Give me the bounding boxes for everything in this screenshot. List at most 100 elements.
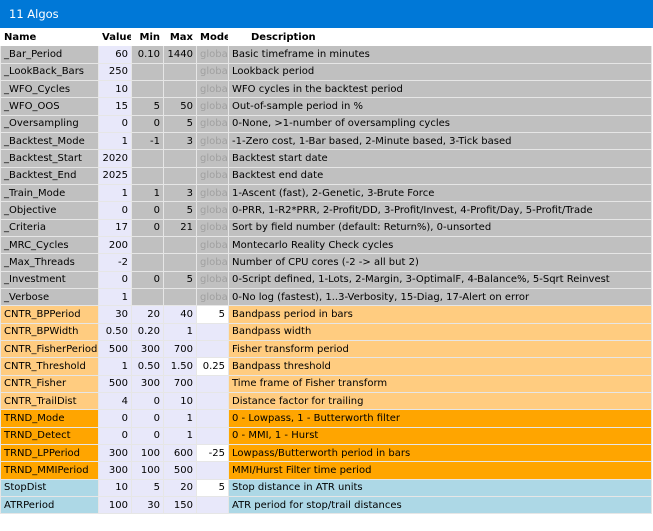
row-min[interactable]: 20 xyxy=(131,305,164,324)
table-row[interactable]: TRND_LPPeriod 300 100 600 -25 Lowpass/Butterw… xyxy=(0,443,652,463)
row-value[interactable]: 0 xyxy=(98,409,132,428)
table-row[interactable]: _Oversampling 0 0 5 global 0-None, >1-number … xyxy=(0,114,652,133)
row-max[interactable]: 1.50 xyxy=(163,357,197,376)
row-mode[interactable]: global xyxy=(196,270,229,289)
row-mode[interactable]: global xyxy=(196,45,229,64)
row-mode[interactable] xyxy=(196,409,229,428)
row-max[interactable]: 1 xyxy=(163,322,197,341)
table-row[interactable]: _Verbose 1 global 0-No log (fastest), 1..3-… xyxy=(0,287,652,307)
row-min[interactable]: 300 xyxy=(131,374,164,393)
header-value[interactable]: Value xyxy=(98,27,132,47)
table-row[interactable]: StopDist 10 5 20 5 Stop distance in ATR units xyxy=(0,478,652,497)
table-row[interactable]: TRND_Detect 0 0 1 0 - MMI, 1 - Hurst xyxy=(0,426,652,445)
row-max[interactable]: 5 xyxy=(163,114,197,133)
row-min[interactable]: 0.20 xyxy=(131,322,164,341)
row-mode[interactable]: global xyxy=(196,97,229,116)
row-max[interactable]: 3 xyxy=(163,131,197,151)
row-min[interactable]: 100 xyxy=(131,443,164,463)
row-value[interactable]: 15 xyxy=(98,97,132,116)
table-row[interactable]: CNTR_TrailDist 4 0 10 Distance factor for tr… xyxy=(0,391,652,411)
row-value[interactable]: 0 xyxy=(98,201,132,220)
row-max[interactable] xyxy=(163,79,197,99)
row-min[interactable] xyxy=(131,235,164,255)
row-min[interactable] xyxy=(131,62,164,81)
row-min[interactable] xyxy=(131,166,164,185)
header-mode[interactable]: Mode xyxy=(196,27,229,47)
row-value[interactable]: 100 xyxy=(98,495,132,515)
row-mode[interactable]: global xyxy=(196,218,229,237)
row-max[interactable]: 700 xyxy=(163,339,197,359)
row-value[interactable]: 500 xyxy=(98,374,132,393)
row-max[interactable] xyxy=(163,62,197,81)
row-min[interactable] xyxy=(131,287,164,307)
header-min[interactable]: Min xyxy=(131,27,164,47)
row-min[interactable] xyxy=(131,79,164,99)
table-row[interactable]: TRND_MMIPeriod 300 100 500 MMI/Hurst Filter … xyxy=(0,461,652,480)
row-max[interactable]: 700 xyxy=(163,374,197,393)
row-value[interactable]: 300 xyxy=(98,443,132,463)
header-max[interactable]: Max xyxy=(163,27,197,47)
table-row[interactable]: _Investment 0 0 5 global 0-Script defined, 1-… xyxy=(0,270,652,289)
row-min[interactable]: 0.10 xyxy=(131,45,164,64)
row-max[interactable] xyxy=(163,253,197,272)
table-row[interactable]: _Objective 0 0 5 global 0-PRR, 1-R2*PRR, 2-Pr… xyxy=(0,201,652,220)
row-max[interactable] xyxy=(163,287,197,307)
row-min[interactable]: -1 xyxy=(131,131,164,151)
row-min[interactable]: 0 xyxy=(131,114,164,133)
row-min[interactable]: 0 xyxy=(131,270,164,289)
row-min[interactable]: 1 xyxy=(131,183,164,203)
row-max[interactable] xyxy=(163,149,197,168)
row-max[interactable]: 600 xyxy=(163,443,197,463)
row-mode[interactable] xyxy=(196,391,229,411)
row-mode[interactable]: global xyxy=(196,253,229,272)
row-min[interactable]: 0 xyxy=(131,409,164,428)
row-mode[interactable] xyxy=(196,339,229,359)
row-max[interactable]: 1440 xyxy=(163,45,197,64)
table-row[interactable]: _Backtest_Start 2020 global Backtest start … xyxy=(0,149,652,168)
row-value[interactable]: 0 xyxy=(98,426,132,445)
row-value[interactable]: 10 xyxy=(98,478,132,497)
table-row[interactable]: CNTR_FisherPeriod 500 300 700 Fisher transfo… xyxy=(0,339,652,359)
table-row[interactable]: TRND_Mode 0 0 1 0 - Lowpass, 1 - Butterworth… xyxy=(0,409,652,428)
row-value[interactable]: 2020 xyxy=(98,149,132,168)
table-row[interactable]: CNTR_BPWidth 0.50 0.20 1 Bandpass width xyxy=(0,322,652,341)
row-min[interactable]: 30 xyxy=(131,495,164,515)
row-max[interactable]: 10 xyxy=(163,391,197,411)
row-value[interactable]: 0 xyxy=(98,270,132,289)
table-row[interactable]: _Criteria 17 0 21 global Sort by field number… xyxy=(0,218,652,237)
row-mode[interactable]: global xyxy=(196,131,229,151)
row-min[interactable]: 0 xyxy=(131,426,164,445)
row-min[interactable]: 5 xyxy=(131,97,164,116)
table-row[interactable]: CNTR_BPPeriod 30 20 40 5 Bandpass period in b… xyxy=(0,305,652,324)
row-mode[interactable] xyxy=(196,374,229,393)
row-mode[interactable]: global xyxy=(196,287,229,307)
row-value[interactable]: 10 xyxy=(98,79,132,99)
table-row[interactable]: _MRC_Cycles 200 global Montecarlo Reality C… xyxy=(0,235,652,255)
row-mode[interactable] xyxy=(196,426,229,445)
table-row[interactable]: _Backtest_Mode 1 -1 3 global -1-Zero cost, 1-… xyxy=(0,131,652,151)
row-max[interactable]: 50 xyxy=(163,97,197,116)
row-max[interactable]: 5 xyxy=(163,270,197,289)
row-value[interactable]: 1 xyxy=(98,357,132,376)
row-mode[interactable] xyxy=(196,322,229,341)
row-max[interactable] xyxy=(163,166,197,185)
row-mode[interactable]: global xyxy=(196,62,229,81)
row-mode[interactable]: global xyxy=(196,79,229,99)
row-mode[interactable]: 5 xyxy=(196,305,229,324)
row-mode[interactable]: 5 xyxy=(196,478,229,497)
row-max[interactable]: 20 xyxy=(163,478,197,497)
row-min[interactable] xyxy=(131,253,164,272)
row-value[interactable]: 2025 xyxy=(98,166,132,185)
table-row[interactable]: _Train_Mode 1 1 3 global 1-Ascent (fast), 2-G… xyxy=(0,183,652,203)
row-mode[interactable]: global xyxy=(196,149,229,168)
row-value[interactable]: 60 xyxy=(98,45,132,64)
table-row[interactable]: _Bar_Period 60 0.10 1440 global Basic timefra… xyxy=(0,45,652,64)
table-row[interactable]: ATRPeriod 100 30 150 ATR period for stop/tra… xyxy=(0,495,652,515)
row-value[interactable]: 300 xyxy=(98,461,132,480)
row-value[interactable]: 4 xyxy=(98,391,132,411)
row-value[interactable]: 1 xyxy=(98,183,132,203)
row-value[interactable]: 1 xyxy=(98,287,132,307)
row-min[interactable]: 0 xyxy=(131,218,164,237)
row-value[interactable]: 200 xyxy=(98,235,132,255)
row-value[interactable]: 500 xyxy=(98,339,132,359)
